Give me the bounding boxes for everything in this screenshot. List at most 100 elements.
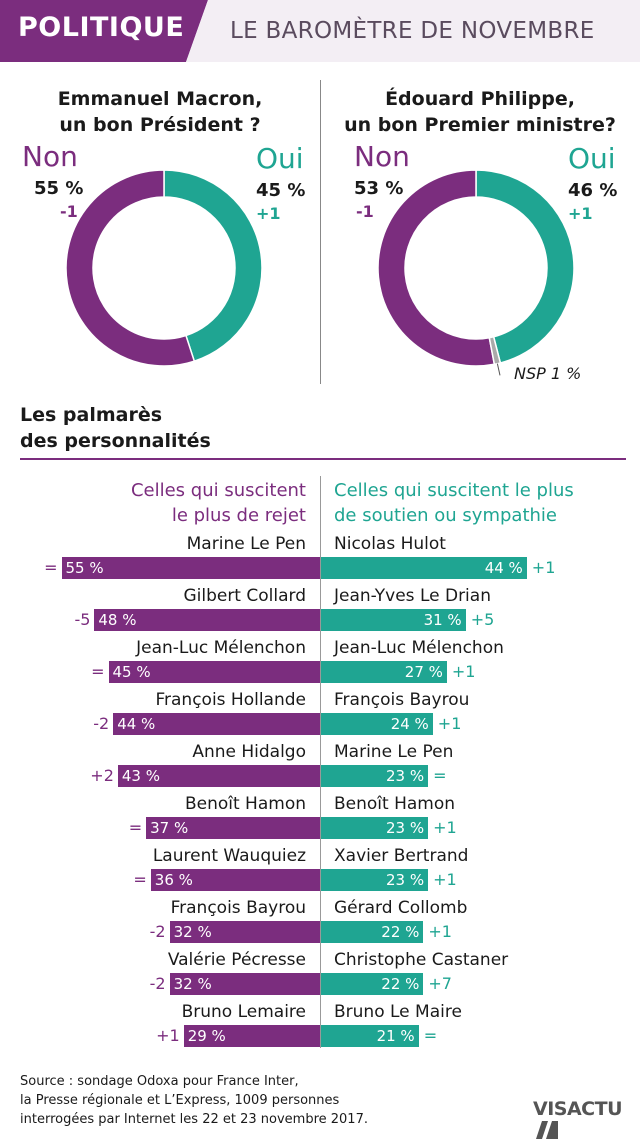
rejection-bar — [169, 921, 320, 943]
source-note: Source : sondage Odoxa pour France Inter… — [20, 1072, 490, 1129]
donut-divider — [320, 80, 321, 384]
rejection-header-line-1: Celles qui suscitent — [130, 480, 306, 501]
rejection-bar — [61, 557, 320, 579]
rejection-value: 44 % — [117, 715, 156, 733]
rejection-header-line-2: le plus de rejet — [171, 505, 306, 526]
support-name: Christophe Castaner — [334, 950, 509, 970]
rejection-header: Celles qui suscitent le plus de rejet — [80, 478, 306, 528]
rejection-value: 37 % — [150, 819, 189, 837]
philippe-oui-value: 46 % — [568, 180, 618, 201]
support-header-line-1: Celles qui suscitent le plus — [334, 480, 574, 501]
rejection-name: Jean-Luc Mélenchon — [136, 638, 306, 658]
macron-non-change: -1 — [60, 202, 78, 221]
support-change: +1 — [531, 558, 556, 577]
macron-oui-slice — [163, 169, 263, 363]
philippe-title-line-2: un bon Premier ministre? — [344, 114, 616, 136]
rejection-value: 43 % — [121, 767, 160, 785]
support-bar — [320, 765, 429, 787]
logo-mark-icon — [536, 1121, 558, 1139]
support-header-line-2: de soutien ou sympathie — [334, 505, 557, 526]
rejection-bar — [146, 817, 320, 839]
rejection-change: = — [44, 558, 58, 577]
philippe-title-line-1: Édouard Philippe, — [385, 88, 575, 110]
macron-non-slice — [65, 169, 196, 367]
macron-title-line-2: un bon Président ? — [59, 114, 261, 136]
macron-donut — [65, 169, 263, 367]
rejection-change: +1 — [156, 1026, 180, 1045]
support-value: 23 % — [385, 819, 425, 837]
philippe-oui-slice — [475, 169, 575, 364]
philippe-oui-change: +1 — [568, 204, 593, 223]
philippe-oui-label: Oui — [568, 142, 616, 175]
philippe-question-title: Édouard Philippe, un bon Premier ministr… — [330, 86, 630, 138]
support-name: François Bayrou — [334, 690, 470, 710]
rejection-change: = — [128, 818, 143, 837]
support-change: = — [433, 766, 447, 785]
rejection-name: Bruno Lemaire — [181, 1002, 306, 1022]
rejection-value: 55 % — [65, 559, 104, 577]
visactu-logo: VISACTU — [533, 1098, 640, 1142]
philippe-non-change: -1 — [356, 202, 374, 221]
source-line-1: Source : sondage Odoxa pour France Inter… — [20, 1074, 299, 1089]
rejection-bar — [108, 661, 320, 683]
rejection-value: 32 % — [173, 975, 212, 993]
rejection-change: -2 — [149, 974, 166, 993]
support-bar — [320, 661, 447, 683]
philippe-nsp-slice — [488, 335, 502, 366]
support-change: +5 — [470, 610, 495, 629]
support-change: +1 — [428, 922, 452, 941]
philippe-non-label: Non — [354, 140, 410, 173]
rejection-value: 36 % — [154, 871, 193, 889]
rankings-title-line-1: Les palmarès — [20, 404, 163, 426]
header-subtitle-background — [186, 0, 640, 62]
page-subtitle: LE BAROMÈTRE DE NOVEMBRE — [230, 18, 595, 44]
support-change: +1 — [451, 662, 476, 681]
support-header: Celles qui suscitent le plus de soutien … — [334, 478, 634, 528]
section-rule — [20, 458, 626, 460]
rejection-value: 29 % — [187, 1027, 226, 1045]
macron-oui-change: +1 — [256, 204, 281, 223]
support-bar — [320, 869, 429, 891]
rejection-bar — [117, 765, 320, 787]
support-value: 44 % — [484, 559, 523, 577]
support-bar — [320, 557, 527, 579]
rejection-bar — [94, 609, 320, 631]
support-name: Xavier Bertrand — [334, 846, 469, 866]
rejection-value: 48 % — [98, 611, 137, 629]
support-change: = — [423, 1026, 438, 1045]
rejection-bar — [113, 713, 320, 735]
rejection-bar — [183, 1025, 320, 1047]
support-value: 22 % — [381, 923, 420, 941]
support-change: +1 — [437, 714, 462, 733]
rejection-bar — [169, 973, 320, 995]
rejection-change: = — [91, 662, 105, 681]
support-name: Jean-Luc Mélenchon — [334, 638, 504, 658]
macron-non-value: 55 % — [34, 178, 84, 199]
support-bar — [320, 817, 429, 839]
philippe-nsp-label: NSP 1 % — [514, 364, 582, 383]
source-line-2: la Presse régionale et L’Express, 1009 p… — [20, 1093, 340, 1108]
macron-question-title: Emmanuel Macron, un bon Président ? — [10, 86, 310, 138]
macron-oui-label: Oui — [256, 142, 304, 175]
support-value: 31 % — [423, 611, 462, 629]
header-background — [0, 0, 640, 62]
rejection-bar — [150, 869, 320, 891]
support-value: 22 % — [381, 975, 420, 993]
rankings-title-line-2: des personnalités — [20, 430, 211, 452]
macron-title-line-1: Emmanuel Macron, — [57, 88, 263, 110]
philippe-non-value: 53 % — [354, 178, 404, 199]
support-bar — [320, 1025, 419, 1047]
rejection-value: 32 % — [173, 923, 212, 941]
support-name: Marine Le Pen — [334, 742, 454, 762]
source-line-3: interrogées par Internet les 22 et 23 no… — [20, 1112, 368, 1127]
support-value: 24 % — [390, 715, 429, 733]
rejection-change: -2 — [149, 922, 166, 941]
rejection-change: -5 — [74, 610, 91, 629]
rejection-name: Anne Hidalgo — [192, 742, 306, 762]
philippe-nsp-leader-line — [496, 363, 501, 376]
philippe-non-slice — [377, 169, 496, 367]
support-name: Benoît Hamon — [334, 794, 456, 814]
rejection-value: 45 % — [112, 663, 151, 681]
support-bar — [320, 973, 424, 995]
